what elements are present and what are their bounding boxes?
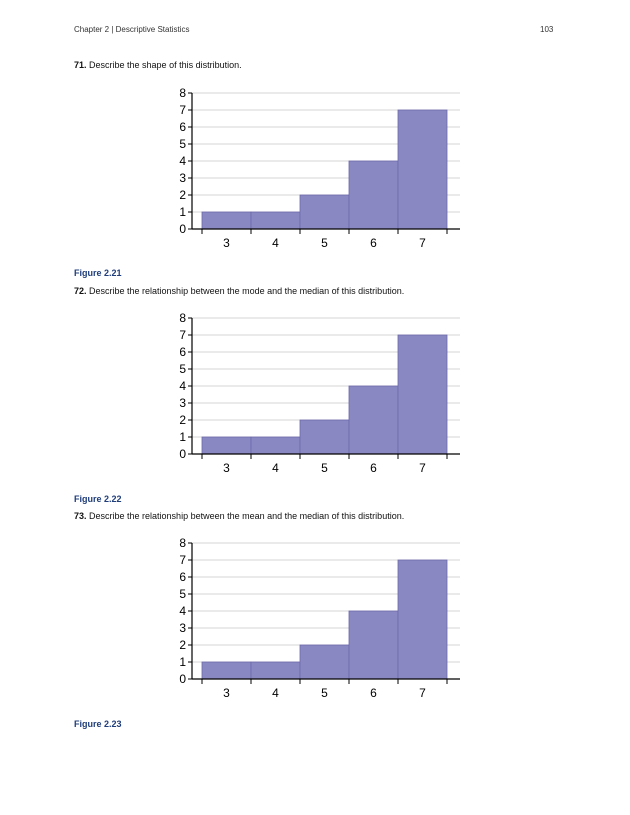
histogram-bar: [348, 385, 399, 455]
y-tick-label: 1: [179, 205, 186, 219]
histogram-bar: [397, 334, 448, 455]
x-tick-label: 6: [370, 461, 377, 475]
y-tick-label: 0: [179, 222, 186, 236]
x-tick-label: 7: [419, 686, 426, 700]
question-number: 73.: [74, 511, 87, 521]
question-71: 71. Describe the shape of this distribut…: [74, 60, 242, 70]
y-tick-label: 1: [179, 655, 186, 669]
y-tick-label: 3: [179, 396, 186, 410]
y-tick-label: 7: [179, 103, 186, 117]
y-tick-label: 5: [179, 362, 186, 376]
x-tick-label: 4: [272, 236, 279, 250]
question-text: Describe the relationship between the me…: [86, 511, 405, 521]
x-tick-label: 3: [223, 686, 230, 700]
y-tick-label: 6: [179, 570, 186, 584]
y-tick-label: 2: [179, 413, 186, 427]
y-tick-label: 8: [179, 311, 186, 325]
x-tick-label: 5: [321, 236, 328, 250]
y-tick-label: 8: [179, 536, 186, 550]
histogram-bar: [250, 436, 301, 455]
histogram-figure-2-23: 0 1 2 3 4 5 6 7 8 3 4 5 6 7: [179, 536, 460, 700]
figure-caption-2-23: Figure 2.23: [74, 719, 122, 729]
x-tick-label: 4: [272, 461, 279, 475]
page-number: 103: [540, 25, 554, 34]
histogram-figure-2-22: 0 1 2 3 4 5 6 7 8 3 4 5 6 7: [179, 311, 460, 475]
y-tick-label: 4: [179, 154, 186, 168]
y-tick-label: 4: [179, 604, 186, 618]
histogram-bar: [250, 211, 301, 230]
histogram-bar: [201, 661, 252, 680]
question-73: 73. Describe the relationship between th…: [74, 511, 404, 521]
x-tick-label: 4: [272, 686, 279, 700]
histogram-bar: [250, 661, 301, 680]
histogram-bar: [201, 211, 252, 230]
histogram-bar: [348, 610, 399, 680]
histogram-bar: [348, 160, 399, 230]
y-tick-label: 7: [179, 328, 186, 342]
y-tick-label: 5: [179, 587, 186, 601]
figure-caption-2-22: Figure 2.22: [74, 494, 122, 504]
histogram-bar: [299, 194, 350, 230]
histogram-figure-2-21: 0 1 2 3 4 5 6 7 8 3 4 5 6 7: [179, 86, 460, 250]
running-header-title: Chapter 2 | Descriptive Statistics: [74, 25, 190, 34]
question-text: Describe the shape of this distribution.: [86, 60, 242, 70]
histogram-bar: [397, 559, 448, 680]
histogram-bar: [397, 109, 448, 230]
question-text: Describe the relationship between the mo…: [86, 286, 405, 296]
y-tick-label: 5: [179, 137, 186, 151]
y-tick-label: 2: [179, 188, 186, 202]
x-tick-label: 7: [419, 236, 426, 250]
y-tick-label: 8: [179, 86, 186, 100]
y-tick-label: 6: [179, 345, 186, 359]
y-tick-label: 3: [179, 171, 186, 185]
y-tick-label: 3: [179, 621, 186, 635]
histogram-bar: [299, 419, 350, 455]
y-tick-label: 0: [179, 447, 186, 461]
question-72: 72. Describe the relationship between th…: [74, 286, 404, 296]
y-tick-label: 6: [179, 120, 186, 134]
question-number: 71.: [74, 60, 87, 70]
y-tick-label: 1: [179, 430, 186, 444]
x-tick-label: 3: [223, 461, 230, 475]
x-tick-label: 6: [370, 686, 377, 700]
y-tick-label: 7: [179, 553, 186, 567]
y-tick-label: 2: [179, 638, 186, 652]
question-number: 72.: [74, 286, 87, 296]
figure-caption-2-21: Figure 2.21: [74, 268, 122, 278]
x-tick-label: 5: [321, 461, 328, 475]
histogram-bar: [299, 644, 350, 680]
y-tick-label: 0: [179, 672, 186, 686]
y-tick-label: 4: [179, 379, 186, 393]
x-tick-label: 5: [321, 686, 328, 700]
x-tick-label: 3: [223, 236, 230, 250]
x-tick-label: 6: [370, 236, 377, 250]
histogram-bar: [201, 436, 252, 455]
x-tick-label: 7: [419, 461, 426, 475]
